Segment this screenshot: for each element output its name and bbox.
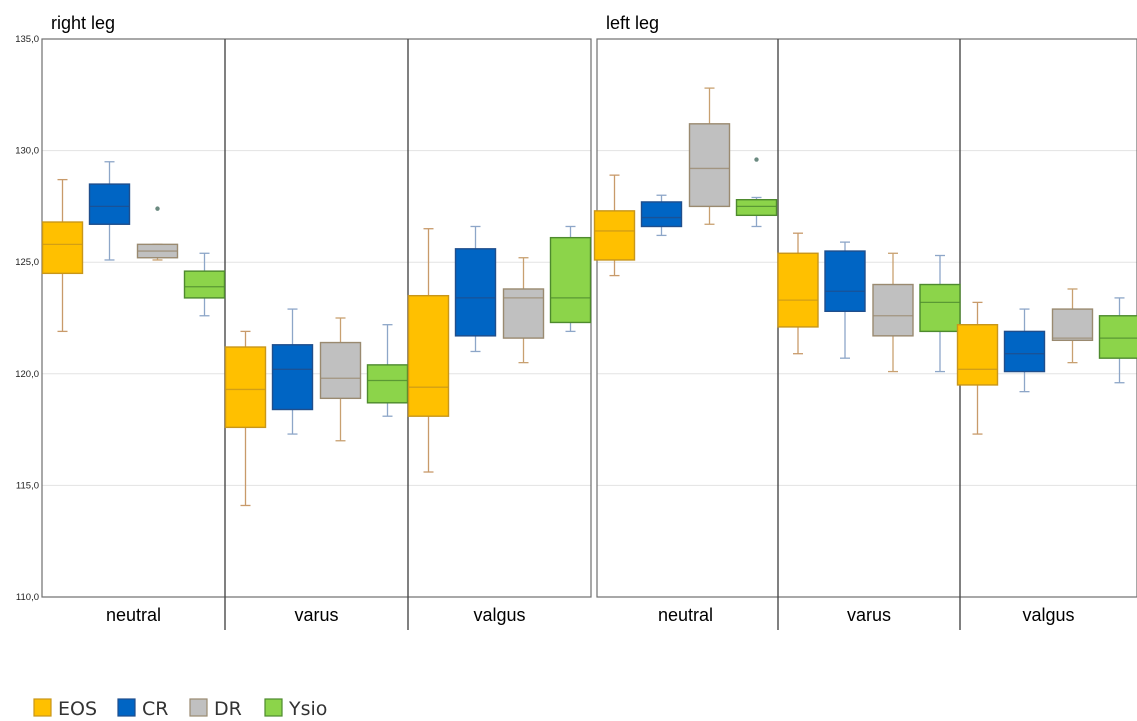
box-body [271, 344, 314, 411]
box-cr [271, 308, 314, 435]
box-ysio [1098, 297, 1137, 384]
category-label: varus [847, 605, 891, 625]
box-body [735, 199, 778, 217]
category-label: varus [294, 605, 338, 625]
legend: EOS CR DR Ysio [33, 698, 327, 720]
box-ysio [735, 157, 778, 228]
legend-label-ysio: Ysio [288, 698, 327, 720]
box-cr [824, 241, 866, 359]
box-body [366, 364, 409, 404]
box-dr [1051, 288, 1094, 364]
category-label: valgus [1022, 605, 1074, 625]
panel-title: left leg [606, 13, 659, 33]
outlier-point [754, 157, 759, 162]
legend-swatch-eos [33, 698, 52, 717]
box-body [454, 248, 497, 337]
box-cr [640, 194, 683, 237]
box-body [1003, 330, 1046, 373]
legend-label-dr: DR [214, 698, 242, 720]
legend-swatch-cr [117, 698, 136, 717]
legend-label-eos: EOS [58, 698, 97, 720]
box-body [502, 288, 545, 339]
box-dr [502, 257, 545, 364]
y-axis: 110,0 115,0 120,0 125,0 130,0 135,0 [15, 34, 39, 603]
box-body [224, 346, 267, 429]
box-body [640, 201, 683, 228]
category-label: valgus [473, 605, 525, 625]
y-tick-label: 110,0 [16, 592, 39, 603]
box-dr [136, 206, 179, 261]
box-ysio [183, 252, 226, 317]
y-tick-label: 120,0 [15, 369, 39, 380]
panel-titles: right leg left leg [51, 13, 659, 33]
box-eos [41, 178, 84, 333]
y-tick-label: 115,0 [16, 480, 39, 491]
box-dr [319, 317, 362, 442]
box-body [688, 123, 731, 208]
box-body [777, 252, 819, 328]
legend-swatch-dr [189, 698, 208, 717]
y-tick-label: 135,0 [15, 34, 39, 45]
legend-label-cr: CR [142, 698, 168, 720]
category-labels: neutral varus valgus neutral varus valgus [106, 605, 1075, 625]
box-eos [956, 301, 999, 435]
category-label: neutral [658, 605, 713, 625]
y-tick-label: 130,0 [15, 146, 39, 157]
box-body [183, 270, 226, 299]
box-ysio [919, 254, 961, 373]
gridlines [42, 150, 1137, 486]
box-body [872, 283, 914, 337]
box-cr [454, 225, 497, 353]
box-body [88, 183, 131, 225]
box-ysio [366, 324, 409, 417]
box-body [824, 250, 866, 313]
y-tick-label: 125,0 [15, 257, 39, 268]
panel-frame [596, 38, 1137, 598]
box-eos [777, 232, 819, 355]
box-body [1051, 308, 1094, 342]
box-series [41, 87, 1137, 507]
box-eos [407, 228, 450, 473]
box-dr [872, 252, 914, 373]
box-cr [88, 161, 131, 261]
box-ysio [549, 225, 592, 333]
box-body [549, 236, 592, 324]
box-body [1098, 315, 1137, 359]
box-eos [224, 330, 267, 507]
box-body [407, 294, 450, 417]
box-body [41, 221, 84, 275]
panel-title: right leg [51, 13, 115, 33]
outlier-point [155, 206, 160, 211]
box-dr [688, 87, 731, 225]
box-eos [593, 174, 636, 277]
legend-swatch-ysio [264, 698, 283, 717]
box-body [593, 210, 636, 261]
box-body [319, 341, 362, 400]
box-cr [1003, 308, 1046, 393]
category-label: neutral [106, 605, 161, 625]
box-body [956, 323, 999, 386]
box-body [919, 283, 961, 333]
